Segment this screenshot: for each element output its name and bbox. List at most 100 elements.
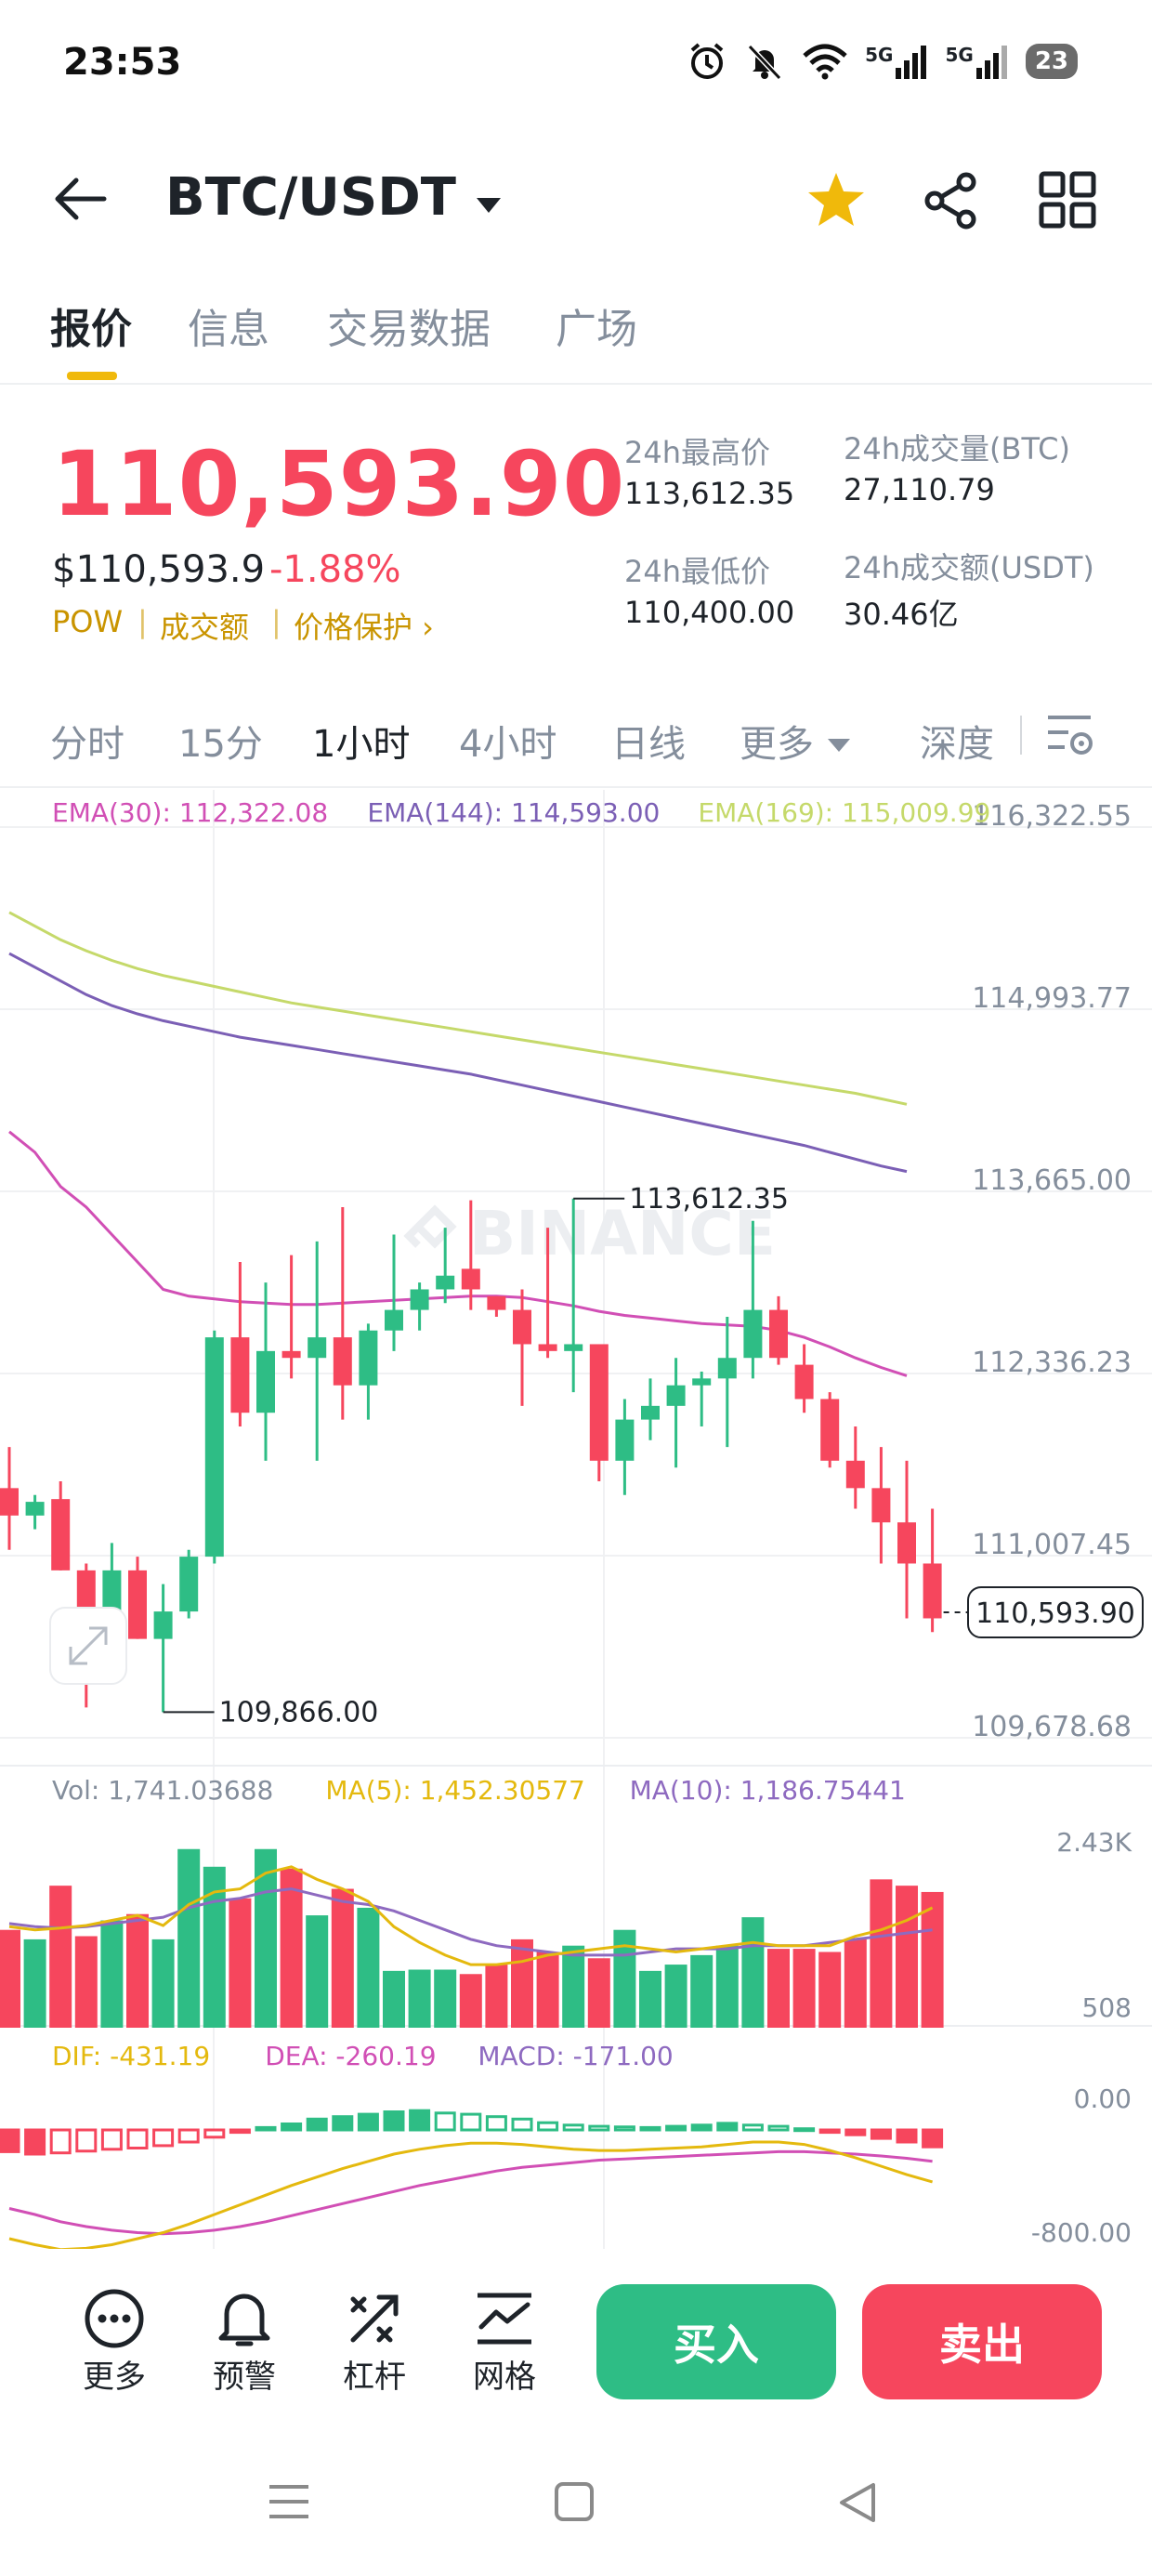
candle-body — [128, 1570, 147, 1639]
volume-bar — [587, 1958, 610, 2028]
volume-legend: Vol: 1,741.03688 — [52, 1775, 273, 1806]
macd-histogram-bar — [24, 2128, 46, 2156]
interval-depth[interactable]: 深度 — [920, 723, 994, 766]
volume-axis-label: 2.43K — [1056, 1827, 1132, 1858]
volume-bar — [0, 1929, 20, 2028]
tag-turnover[interactable]: 成交额 — [160, 610, 250, 645]
home-square-icon[interactable] — [554, 2481, 595, 2526]
macd-histogram-bar — [537, 2121, 559, 2132]
tag-separator: | — [137, 604, 148, 639]
sell-button[interactable]: 卖出 — [862, 2284, 1102, 2399]
mute-icon — [744, 41, 785, 82]
volume-bar — [177, 1848, 201, 2028]
candle-body — [333, 1337, 352, 1386]
candle-body — [820, 1399, 840, 1461]
bottom-grid-trading[interactable]: 网格 — [453, 2286, 556, 2397]
candle-body — [256, 1350, 275, 1413]
interval-more[interactable]: 更多 — [740, 714, 851, 768]
buy-button[interactable]: 买入 — [596, 2284, 836, 2399]
change-percent: -1.88% — [269, 548, 401, 591]
candle-body — [641, 1405, 660, 1420]
macd-histogram-bar — [588, 2124, 610, 2132]
macd-histogram-bar — [49, 2128, 72, 2155]
chart-settings-icon[interactable] — [1044, 712, 1096, 762]
macd-histogram-bar — [818, 2128, 841, 2135]
macd-histogram-bar — [152, 2128, 175, 2148]
bottom-alert[interactable]: 预警 — [193, 2286, 295, 2397]
share-icon[interactable] — [922, 171, 981, 234]
volume-bar — [49, 1886, 72, 2028]
volume-bar — [203, 1866, 226, 2028]
candle-body — [179, 1557, 199, 1612]
macd-histogram-bar — [896, 2128, 918, 2144]
menu-lines-icon[interactable] — [266, 2481, 312, 2526]
candle-body — [538, 1344, 557, 1351]
interval-15m[interactable]: 15分 — [178, 723, 263, 766]
watermark-text: BINANCE — [469, 1198, 776, 1269]
candle-body — [589, 1344, 609, 1461]
bottom-grid-trading-label: 网格 — [473, 2359, 536, 2396]
divider — [0, 383, 1152, 385]
interval-4h[interactable]: 4小时 — [459, 723, 557, 766]
candle-body — [410, 1289, 429, 1310]
grid-icon[interactable] — [1039, 171, 1096, 232]
more-dots-icon — [63, 2286, 165, 2351]
candle-body — [204, 1337, 224, 1557]
macd-histogram-bar — [690, 2123, 713, 2132]
macd-legend: DIF: -431.19 — [52, 2041, 210, 2071]
macd-dea-line — [8, 2149, 933, 2236]
price-axis-label: 112,336.23 — [972, 1347, 1132, 1379]
bell-icon — [193, 2286, 295, 2351]
tab-square[interactable]: 广场 — [556, 306, 637, 353]
candle-body — [923, 1563, 942, 1619]
volume-bar — [715, 1945, 739, 2028]
volume-bar — [844, 1939, 867, 2028]
candle-body — [385, 1309, 403, 1331]
bottom-leverage[interactable]: 杠杆 — [323, 2286, 425, 2397]
interval-time[interactable]: 分时 — [50, 723, 124, 766]
volume-bar — [306, 1915, 329, 2028]
current-price-tag — [967, 1586, 1144, 1639]
macd-legend: DEA: -260.19 — [265, 2041, 436, 2071]
high-label: 24h最高价 — [624, 435, 771, 470]
star-icon[interactable] — [806, 171, 866, 232]
back-arrow-icon[interactable] — [52, 175, 108, 227]
volume-legend: MA(5): 1,452.30577 — [325, 1775, 584, 1806]
pair-selector[interactable]: BTC/USDT — [165, 167, 503, 228]
tab-info[interactable]: 信息 — [188, 306, 269, 353]
caret-down-icon — [827, 719, 851, 762]
signal-icon: 5G — [865, 44, 928, 79]
signal-icon: 5G — [945, 44, 1008, 79]
interval-day[interactable]: 日线 — [611, 723, 686, 766]
volume-axis-label: 508 — [1082, 1992, 1132, 2023]
macd-histogram-bar — [357, 2112, 379, 2132]
volume-bar — [23, 1939, 46, 2028]
vol-btc-value: 27,110.79 — [844, 472, 995, 507]
macd-histogram-bar — [922, 2128, 944, 2149]
tab-quote[interactable]: 报价 — [50, 306, 132, 353]
macd-histogram-bar — [562, 2123, 584, 2132]
candle-body — [564, 1344, 583, 1351]
macd-histogram-bar — [434, 2111, 456, 2132]
back-triangle-icon[interactable] — [836, 2481, 879, 2528]
macd-histogram-bar — [177, 2128, 200, 2144]
volume-bar — [536, 1952, 559, 2028]
kline-chart[interactable]: 116,322.55 114,993.77 113,665.00 112,336.23… — [0, 790, 1152, 2249]
tag-pow[interactable]: POW — [52, 604, 124, 639]
volume-bar — [921, 1891, 944, 2028]
macd-histogram-bar — [0, 2128, 20, 2153]
macd-histogram-bar — [665, 2124, 687, 2132]
candle-body — [871, 1488, 891, 1523]
tab-trading-data[interactable]: 交易数据 — [327, 306, 491, 353]
vol-usdt-label: 24h成交额(USDT) — [844, 550, 1094, 585]
ema-legend: EMA(144): 114,593.00 — [367, 797, 660, 828]
divider — [0, 786, 1152, 788]
bottom-more[interactable]: 更多 — [63, 2286, 165, 2397]
macd-histogram-bar — [229, 2128, 251, 2135]
macd-histogram-bar — [485, 2115, 507, 2132]
bottom-more-label: 更多 — [83, 2359, 146, 2396]
tag-price-protection[interactable]: 价格保护 › — [294, 610, 434, 645]
current-price-label: 110,593.90 — [975, 1597, 1135, 1630]
interval-1h[interactable]: 1小时 — [312, 723, 411, 766]
candle-body — [461, 1268, 480, 1290]
